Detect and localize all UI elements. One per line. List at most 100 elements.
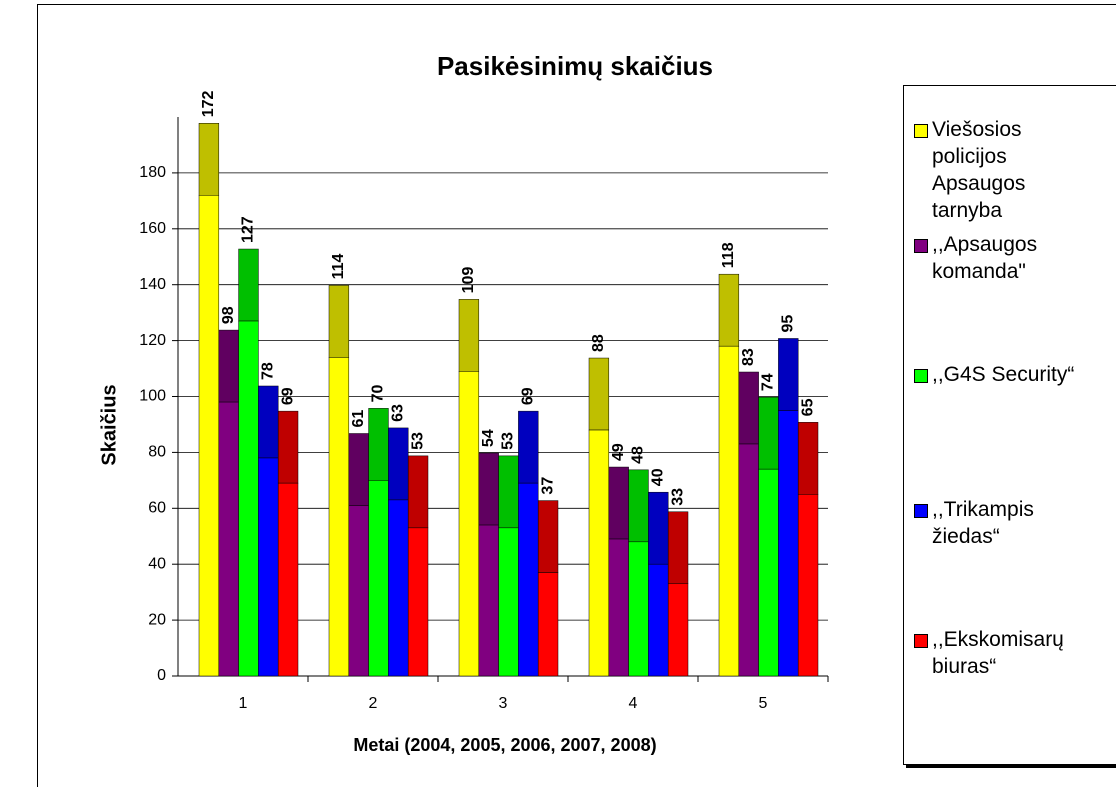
y-tick-label: 20 xyxy=(148,611,166,628)
x-axis-label: Metai (2004, 2005, 2006, 2007, 2008) xyxy=(353,735,656,755)
value-label: 37 xyxy=(539,477,556,495)
value-label: 65 xyxy=(799,398,816,416)
value-label: 48 xyxy=(630,446,647,464)
value-label: 70 xyxy=(370,384,387,402)
bar xyxy=(608,538,629,677)
legend-label: Viešosios policijos Apsaugos tarnyba xyxy=(932,118,1026,222)
bar-depth xyxy=(738,371,759,445)
y-tick-label: 140 xyxy=(139,276,166,293)
x-tick-label: 3 xyxy=(499,695,508,712)
bar-depth xyxy=(588,357,610,431)
value-label: 63 xyxy=(390,404,407,422)
bar-depth xyxy=(797,422,819,495)
bar xyxy=(388,499,409,677)
bar xyxy=(718,345,740,677)
value-label: 83 xyxy=(740,348,757,366)
x-tick-label: 5 xyxy=(759,695,768,712)
bar-depth xyxy=(328,285,350,358)
bar-depth xyxy=(758,396,779,470)
bar xyxy=(518,482,539,677)
bar-depth xyxy=(218,329,239,403)
legend-label: ,,Ekskomisarų biuras“ xyxy=(932,628,1064,678)
bar xyxy=(238,320,259,677)
bar-depth xyxy=(407,455,429,529)
bar xyxy=(458,371,480,677)
bar xyxy=(797,494,819,677)
bar xyxy=(348,505,369,677)
value-label: 61 xyxy=(350,410,367,428)
value-label: 69 xyxy=(279,387,296,405)
bar xyxy=(588,429,610,677)
bar xyxy=(258,457,279,677)
value-label: 74 xyxy=(760,373,777,391)
legend-item: ,,Apsaugos komanda" xyxy=(914,231,1114,285)
legend-label: ,,Apsaugos komanda" xyxy=(932,233,1038,283)
value-label: 127 xyxy=(240,216,257,243)
value-label: 69 xyxy=(520,387,537,405)
value-label: 114 xyxy=(330,253,347,279)
legend-item: ,,Trikampis žiedas“ xyxy=(914,496,1114,550)
y-tick-label: 0 xyxy=(157,667,166,684)
bar-depth xyxy=(498,455,519,529)
legend-swatch xyxy=(914,504,928,518)
legend-item: ,,Ekskomisarų biuras“ xyxy=(914,626,1114,680)
bar-depth xyxy=(388,427,409,501)
bar-depth xyxy=(277,410,299,484)
legend-swatch xyxy=(914,634,928,648)
value-label: 49 xyxy=(610,443,627,461)
bar-depth xyxy=(518,410,539,484)
value-label: 53 xyxy=(500,432,517,450)
value-label: 172 xyxy=(200,90,217,117)
bar xyxy=(628,541,649,677)
frame xyxy=(37,4,1116,787)
chart-title: Pasikėsinimų skaičius xyxy=(437,51,713,81)
value-label: 78 xyxy=(260,362,277,380)
bar-depth xyxy=(458,299,480,372)
bar xyxy=(738,443,759,677)
bar xyxy=(478,524,499,677)
y-tick-label: 120 xyxy=(139,332,166,349)
value-label: 54 xyxy=(480,429,497,447)
bar xyxy=(328,357,350,677)
value-label: 118 xyxy=(720,242,737,268)
bar xyxy=(407,527,429,677)
y-axis-label: Skaičius xyxy=(98,384,120,465)
y-tick-label: 160 xyxy=(139,220,166,237)
legend-label: ,,Trikampis žiedas“ xyxy=(932,498,1034,548)
bar xyxy=(537,572,559,677)
x-tick-label: 1 xyxy=(239,695,248,712)
bar xyxy=(198,195,220,677)
bar-depth xyxy=(628,469,649,543)
value-label: 40 xyxy=(650,468,667,486)
bar-depth xyxy=(648,491,669,565)
y-tick-label: 80 xyxy=(148,444,166,461)
bar-depth xyxy=(718,273,740,347)
bar xyxy=(758,468,779,677)
y-tick-label: 180 xyxy=(139,164,166,181)
y-tick-label: 40 xyxy=(148,555,166,572)
y-tick-label: 60 xyxy=(148,500,166,517)
legend-label: ,,G4S Security“ xyxy=(932,363,1075,386)
bar-depth xyxy=(667,511,689,585)
bar xyxy=(368,480,389,677)
bar xyxy=(498,527,519,677)
legend-swatch xyxy=(914,239,928,253)
legend: Viešosios policijos Apsaugos tarnyba ,,Ap… xyxy=(903,85,1116,765)
value-label: 109 xyxy=(460,267,477,294)
bar-depth xyxy=(478,452,499,526)
value-label: 98 xyxy=(220,306,237,324)
value-label: 95 xyxy=(780,315,797,333)
bar xyxy=(667,583,689,677)
bar-depth xyxy=(198,123,220,196)
x-tick-label: 4 xyxy=(629,695,638,712)
bar xyxy=(648,563,669,677)
x-tick-label: 2 xyxy=(369,695,378,712)
bar xyxy=(218,401,239,677)
bar xyxy=(778,410,799,677)
legend-swatch xyxy=(914,369,928,383)
bar-depth xyxy=(238,248,259,322)
bar-depth xyxy=(778,338,799,411)
legend-item: Viešosios policijos Apsaugos tarnyba xyxy=(914,116,1114,224)
